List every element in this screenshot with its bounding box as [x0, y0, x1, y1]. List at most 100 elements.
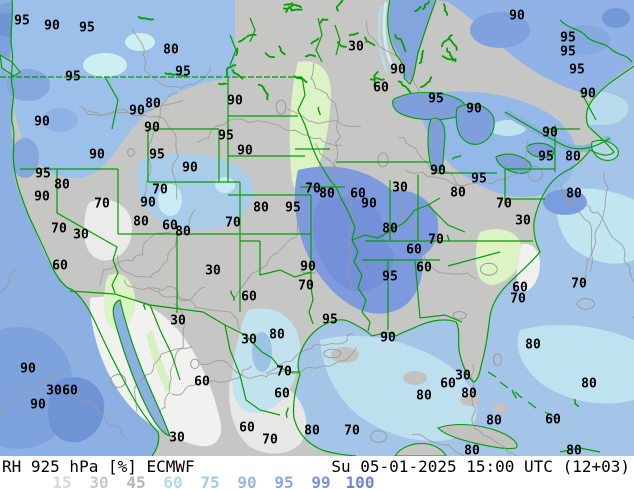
- contour-value-label: 70: [305, 182, 321, 197]
- contour-value-label: 70: [496, 197, 512, 212]
- lake-michigan: [427, 117, 446, 172]
- contour-value-label: 60: [274, 387, 290, 402]
- contour-value-label: 60: [512, 281, 528, 296]
- contour-value-label: 80: [163, 43, 179, 58]
- contour-value-label: 90: [44, 19, 60, 34]
- contour-value-label: 90: [361, 197, 377, 212]
- contour-value-label: 90: [430, 164, 446, 179]
- contour-value-label: 70: [276, 365, 292, 380]
- contour-value-label: 70: [152, 183, 168, 198]
- ohio-river: [351, 197, 441, 241]
- contour-value-label: 60: [194, 375, 210, 390]
- contour-value-label: 95: [175, 65, 191, 80]
- contour-value-label: 95: [428, 92, 444, 107]
- contour-value-label: 95: [14, 14, 30, 29]
- contour-value-label: 80: [145, 97, 161, 112]
- color-scale: 15 30 45 60 75 90 95 99 100: [0, 473, 634, 490]
- border-layer: [0, 0, 634, 456]
- mississippi-river: [297, 76, 371, 332]
- contour-value-label: 80: [54, 178, 70, 193]
- contour-value-label: 80: [461, 387, 477, 402]
- contour-value-label: 70: [225, 216, 241, 231]
- contour-value-label: 90: [466, 102, 482, 117]
- vancouver-island: [0, 54, 21, 77]
- valid-time: Su 05-01-2025 15:00 UTC (12+03): [331, 457, 630, 476]
- contour-value-label: 30: [169, 431, 185, 446]
- product-title: RH 925 hPa [%] ECMWF: [2, 457, 195, 476]
- contour-value-label: 95: [538, 150, 554, 165]
- legend-value: 100: [345, 473, 375, 490]
- legend-value: 95: [274, 473, 294, 490]
- legend-value: 99: [311, 473, 331, 490]
- contour-value-label: 80: [566, 187, 582, 202]
- contour-value-label: 95: [471, 172, 487, 187]
- contour-value-label: 70: [51, 222, 67, 237]
- contour-value-label: 30: [241, 333, 257, 348]
- contour-value-label: 95: [35, 167, 51, 182]
- contour-value-label: 60: [241, 290, 257, 305]
- contour-value-label: 90: [129, 104, 145, 119]
- contour-value-label: 70: [510, 292, 526, 307]
- contour-value-label: 70: [298, 279, 314, 294]
- legend-value: 75: [200, 473, 220, 490]
- contour-value-label: 95: [285, 201, 301, 216]
- contour-value-label: 60: [545, 413, 561, 428]
- contour-value-label: 90: [30, 398, 46, 413]
- legend-value: 60: [163, 473, 183, 490]
- contour-value-label: 60: [416, 261, 432, 276]
- contour-value-label: 30: [73, 228, 89, 243]
- pacific-coastline: [10, 0, 160, 456]
- contour-value-label: 95: [382, 270, 398, 285]
- dry-green-midwest: [289, 61, 332, 193]
- contour-value-label: 90: [34, 190, 50, 205]
- great-lakes: [392, 91, 555, 174]
- contour-value-label: 60: [162, 219, 178, 234]
- contour-value-label: 90: [542, 126, 558, 141]
- dry-green-southeast: [476, 228, 523, 285]
- legend-value: 30: [89, 473, 109, 490]
- contour-value-label: 80: [382, 222, 398, 237]
- contour-value-label: 30: [170, 314, 186, 329]
- contour-value-label: 60: [406, 243, 422, 258]
- contour-value-label: 80: [319, 187, 335, 202]
- contour-value-label: 95: [560, 31, 576, 46]
- contour-value-label: 80: [175, 225, 191, 240]
- contour-value-label: 30: [392, 181, 408, 196]
- contour-value-label: 70: [344, 424, 360, 439]
- contour-value-label: 60: [239, 421, 255, 436]
- gulf-atlantic-coastline: [297, 65, 634, 383]
- contour-value-label: 30: [205, 264, 221, 279]
- contour-value-label: 90: [227, 94, 243, 109]
- legend-value: 45: [126, 473, 146, 490]
- contour-line-layer: [0, 20, 634, 456]
- contour-value-label: 90: [20, 362, 36, 377]
- contour-value-label: 95: [322, 313, 338, 328]
- contour-value-label: 95: [65, 70, 81, 85]
- contour-value-label: 90: [509, 9, 525, 24]
- contour-value-label: 70: [428, 233, 444, 248]
- st-lawrence-river: [504, 111, 611, 150]
- contour-value-label: 70: [94, 197, 110, 212]
- contour-value-label: 60: [350, 187, 366, 202]
- lake-ontario: [526, 142, 555, 159]
- contour-value-label: 80: [450, 186, 466, 201]
- contour-value-label: 80: [525, 338, 541, 353]
- contour-value-label: 80: [566, 444, 582, 457]
- footer-bar: RH 925 hPa [%] ECMWF Su 05-01-2025 15:00…: [0, 456, 634, 490]
- contour-value-label: 90: [34, 115, 50, 130]
- contour-value-label: 90: [182, 161, 198, 176]
- hudson-bay: [388, 0, 435, 82]
- contour-value-label: 70: [262, 433, 278, 448]
- contour-value-label: 60: [373, 81, 389, 96]
- us-mexico-border: [69, 290, 300, 373]
- contour-value-label: 30: [455, 369, 471, 384]
- contour-value-label: 80: [253, 201, 269, 216]
- contour-value-label: 80: [269, 328, 285, 343]
- legend-value: 15: [52, 473, 72, 490]
- contour-value-label: 80: [416, 389, 432, 404]
- contour-value-label: 70: [571, 277, 587, 292]
- contour-value-label: 95: [149, 148, 165, 163]
- contour-value-label: 90: [140, 196, 156, 211]
